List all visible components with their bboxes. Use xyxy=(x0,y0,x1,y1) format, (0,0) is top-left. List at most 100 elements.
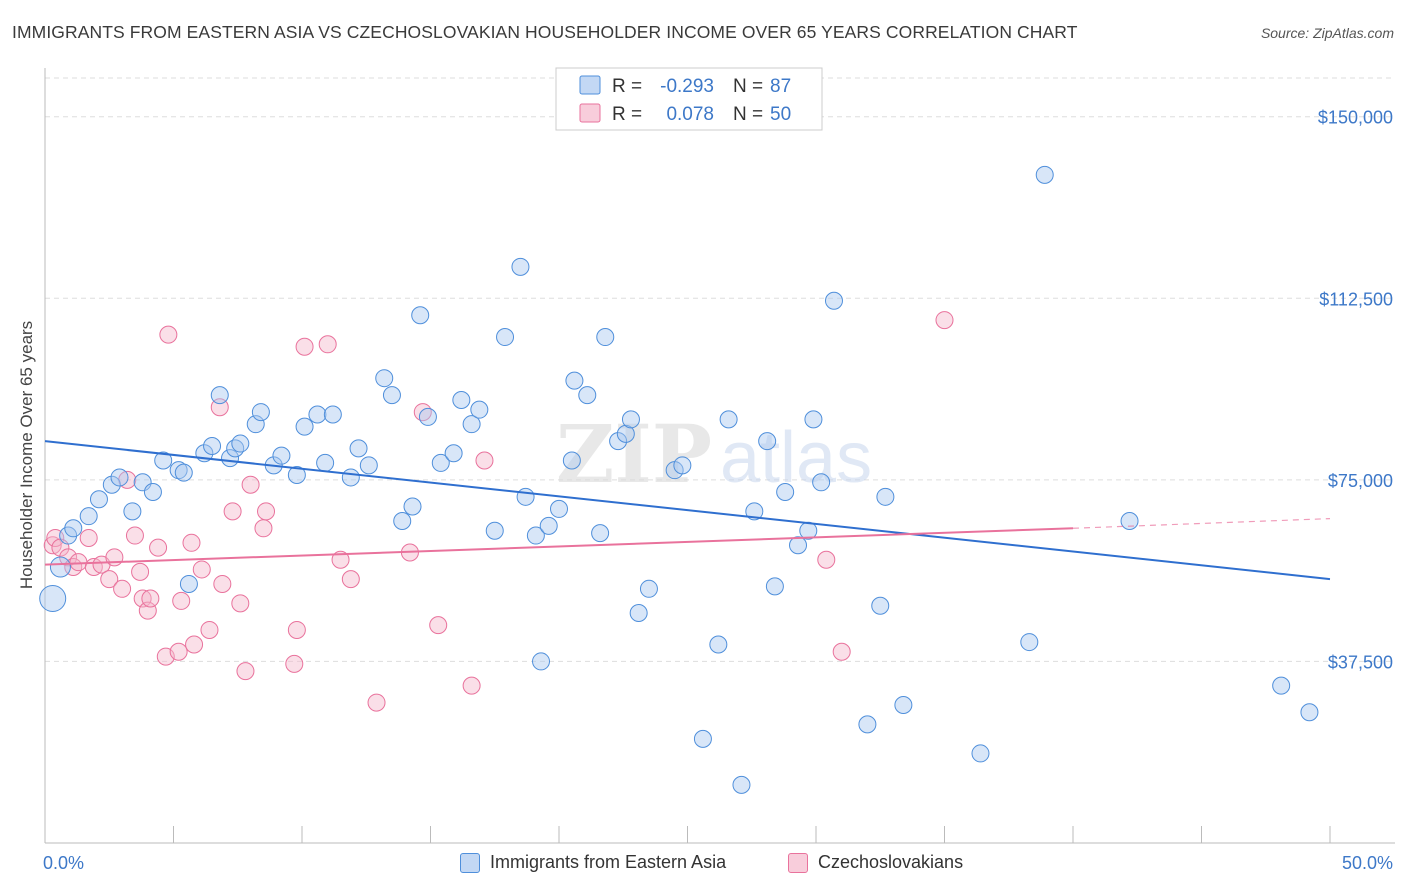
eastern-asia-points xyxy=(39,165,1319,794)
eastern-asia-point xyxy=(776,482,795,501)
watermark-atlas: atlas xyxy=(720,418,872,498)
czechoslovakians-point xyxy=(131,562,150,581)
eastern-asia-point xyxy=(203,436,222,455)
eastern-asia-point xyxy=(110,468,129,487)
legend-label-czechoslovakians: Czechoslovakians xyxy=(818,852,964,872)
eastern-asia-point xyxy=(359,456,378,475)
legend-r-value-pink: 0.078 xyxy=(666,104,714,125)
czechoslovakians-points xyxy=(43,311,954,712)
series-legend: Immigrants from Eastern Asia Czechoslova… xyxy=(0,852,1406,878)
grid-lines xyxy=(45,77,1395,662)
eastern-asia-point xyxy=(596,328,615,347)
legend-label-eastern-asia: Immigrants from Eastern Asia xyxy=(490,852,727,872)
czechoslovakians-trend-extension xyxy=(1072,518,1331,529)
eastern-asia-point xyxy=(1272,676,1291,695)
eastern-asia-point xyxy=(308,405,327,424)
eastern-asia-point xyxy=(894,696,913,715)
czechoslovakians-point xyxy=(429,616,448,635)
y-tick-label: $37,500 xyxy=(1328,652,1393,672)
czechoslovakians-point xyxy=(159,325,178,344)
eastern-asia-point xyxy=(1035,165,1054,184)
legend-swatch-czechoslovakians xyxy=(788,852,808,873)
y-tick-label: $75,000 xyxy=(1328,471,1393,491)
czechoslovakians-point xyxy=(192,560,211,579)
eastern-asia-point xyxy=(824,291,843,310)
eastern-asia-point xyxy=(231,434,250,453)
eastern-asia-point xyxy=(971,744,990,763)
eastern-asia-point xyxy=(496,328,515,347)
czechoslovakians-point xyxy=(331,550,350,569)
eastern-asia-point xyxy=(452,390,471,409)
y-tick-label: $150,000 xyxy=(1318,108,1393,128)
czechoslovakians-point xyxy=(462,676,481,695)
eastern-asia-point xyxy=(102,475,121,494)
eastern-asia-point xyxy=(295,417,314,436)
czechoslovakians-point xyxy=(295,337,314,356)
legend-swatch-eastern-asia xyxy=(460,852,480,873)
eastern-asia-point xyxy=(765,577,784,596)
eastern-asia-point xyxy=(39,584,67,612)
eastern-asia-point xyxy=(578,386,597,405)
eastern-asia-point xyxy=(758,432,777,451)
eastern-asia-point xyxy=(418,407,437,426)
correlation-legend: R = -0.293 N = 87 R = 0.078 N = 50 xyxy=(555,67,823,131)
eastern-asia-point xyxy=(629,604,648,623)
eastern-asia-point xyxy=(143,482,162,501)
czechoslovakians-point xyxy=(125,526,144,545)
eastern-asia-point xyxy=(89,490,108,509)
x-tick-label: 0.0% xyxy=(43,853,84,873)
eastern-asia-point xyxy=(745,502,764,521)
czechoslovakians-point xyxy=(149,538,168,557)
chart-source: Source: ZipAtlas.com xyxy=(1260,25,1394,41)
eastern-asia-point xyxy=(804,410,823,429)
eastern-asia-point xyxy=(789,536,808,555)
eastern-asia-point xyxy=(565,371,584,390)
eastern-asia-point xyxy=(246,415,265,434)
eastern-asia-point xyxy=(210,386,229,405)
eastern-asia-point xyxy=(341,468,360,487)
czechoslovakians-point xyxy=(69,553,88,572)
eastern-asia-point xyxy=(287,466,306,485)
czechoslovakians-point xyxy=(113,579,132,598)
eastern-asia-point xyxy=(64,519,83,538)
eastern-asia-point xyxy=(621,410,640,429)
eastern-asia-point xyxy=(526,526,545,545)
legend-r-label-pink: R = xyxy=(612,104,642,125)
czechoslovakians-point xyxy=(241,475,260,494)
legend-n-label-blue: N = xyxy=(733,76,763,97)
legend-swatch-pink xyxy=(579,103,601,123)
eastern-asia-point xyxy=(323,405,342,424)
eastern-asia-point xyxy=(511,257,530,276)
eastern-asia-point xyxy=(616,424,635,443)
eastern-asia-point xyxy=(562,451,581,470)
czechoslovakians-point xyxy=(413,403,432,422)
axes xyxy=(44,68,1395,844)
eastern-asia-point xyxy=(639,579,658,598)
legend-n-label-pink: N = xyxy=(733,104,763,125)
eastern-asia-point xyxy=(174,463,193,482)
chart-title: IMMIGRANTS FROM EASTERN ASIA VS CZECHOSL… xyxy=(12,22,1078,42)
czechoslovakians-point xyxy=(133,589,152,608)
eastern-asia-point xyxy=(154,451,173,470)
czechoslovakians-trend-line xyxy=(44,527,1074,566)
y-axis-title: Householder Income Over 65 years xyxy=(17,321,36,589)
czechoslovakians-point xyxy=(236,662,255,681)
czechoslovakians-point xyxy=(285,654,304,673)
czechoslovakians-point xyxy=(169,642,188,661)
eastern-asia-point xyxy=(470,400,489,419)
czechoslovakians-point xyxy=(817,550,836,569)
eastern-asia-point xyxy=(485,521,504,540)
eastern-asia-point xyxy=(532,652,551,671)
eastern-asia-point xyxy=(591,524,610,543)
eastern-asia-point xyxy=(858,715,877,734)
eastern-asia-trend-line xyxy=(44,440,1331,581)
y-tick-label: $112,500 xyxy=(1319,289,1393,309)
eastern-asia-point xyxy=(272,446,291,465)
eastern-asia-point xyxy=(673,456,692,475)
czechoslovakians-point xyxy=(79,528,98,547)
legend-item-eastern-asia: Immigrants from Eastern Asia xyxy=(460,852,726,873)
eastern-asia-point xyxy=(693,729,712,748)
eastern-asia-point xyxy=(123,502,142,521)
eastern-asia-point xyxy=(709,635,728,654)
